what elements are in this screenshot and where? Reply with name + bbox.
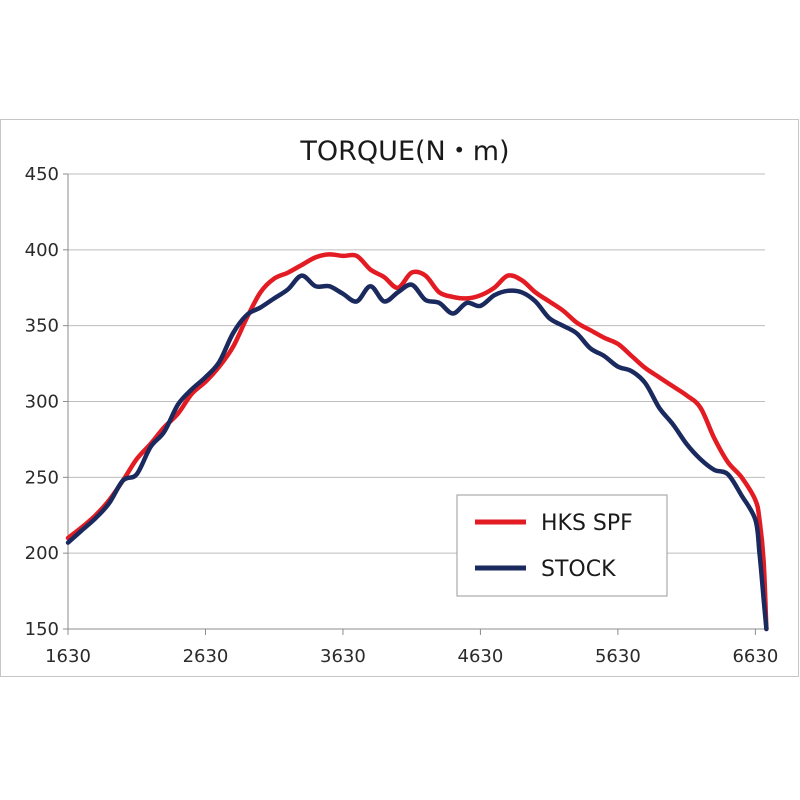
y-tick-label-300: 300 [25, 392, 59, 413]
chart-title: TORQUE(N・m) [299, 136, 509, 167]
y-tick-label-350: 350 [25, 316, 59, 337]
axis-layer: 150 200 250 300 350 400 450 1630 2630 3630 4630 563… [25, 164, 779, 667]
series-line-stock [65, 273, 769, 632]
legend: HKS SPF STOCK [456, 494, 668, 597]
legend-label-stock: STOCK [541, 557, 616, 582]
y-tick-label-150: 150 [25, 619, 59, 640]
legend-box [456, 494, 668, 597]
x-tick-label-5630: 5630 [595, 646, 641, 667]
y-tick-label-200: 200 [25, 543, 59, 564]
x-tick-label-3630: 3630 [320, 646, 366, 667]
chart-frame: TORQUE(N・m) 150 200 250 300 350 400 450 1630 263… [0, 119, 799, 677]
x-tick-label-2630: 2630 [183, 646, 229, 667]
y-tick-label-250: 250 [25, 467, 59, 488]
y-tick-label-400: 400 [25, 240, 59, 261]
series-line-hks-spf [65, 252, 769, 632]
x-tick-label-4630: 4630 [458, 646, 504, 667]
y-tick-label-450: 450 [25, 164, 59, 185]
legend-label-hks-spf: HKS SPF [541, 511, 633, 536]
series-layer [65, 252, 769, 632]
x-tick-label-6630: 6630 [732, 646, 778, 667]
torque-chart: TORQUE(N・m) 150 200 250 300 350 400 450 1630 263… [25, 136, 779, 667]
x-tick-label-1630: 1630 [45, 646, 91, 667]
